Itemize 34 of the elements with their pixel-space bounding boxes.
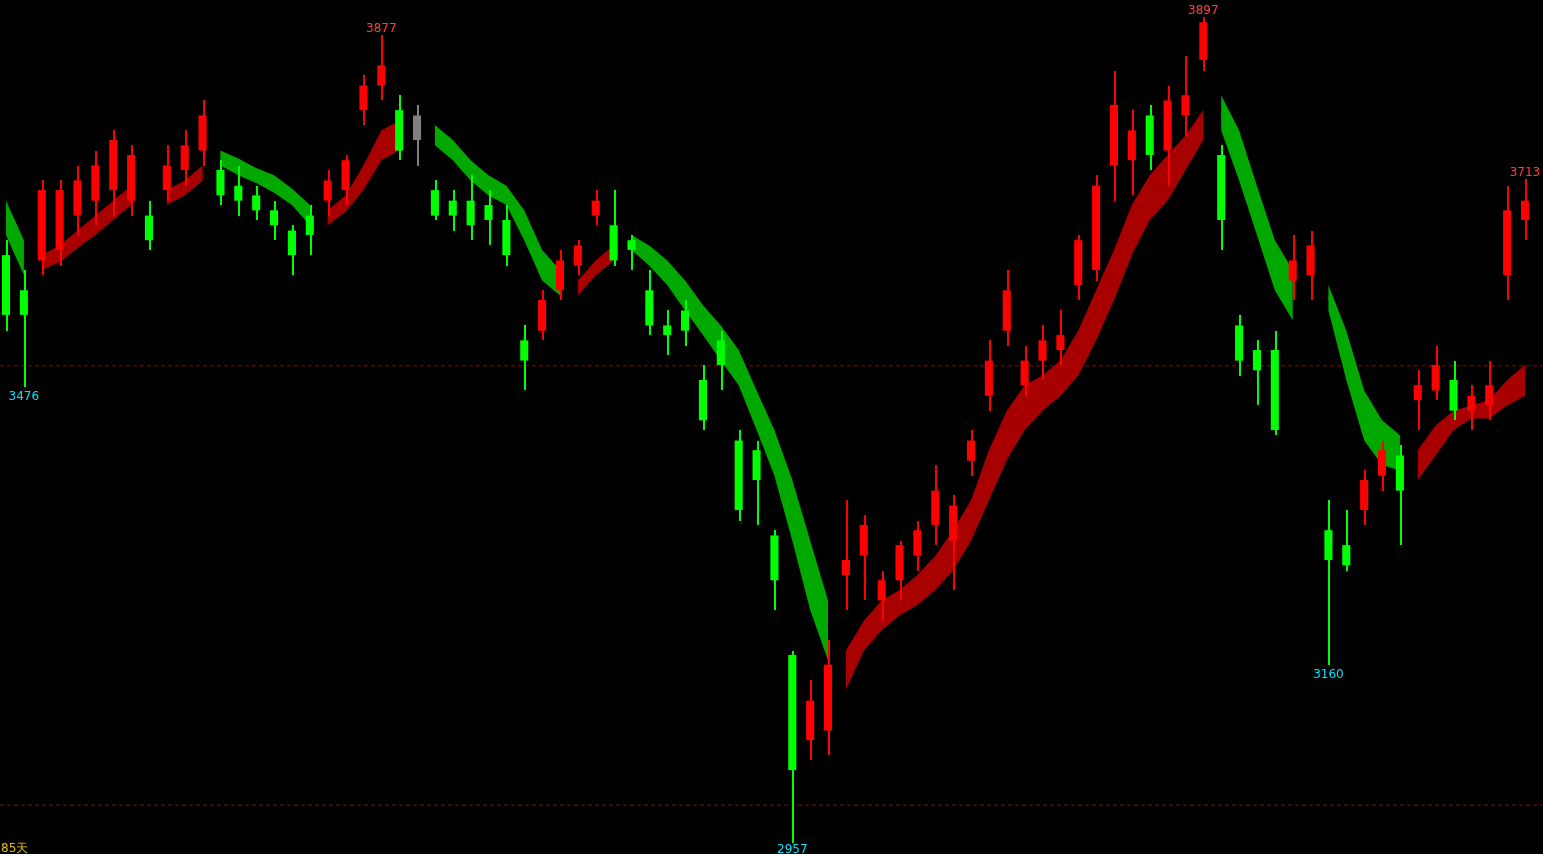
candlestick <box>1181 54 1190 137</box>
candlestick <box>520 324 529 392</box>
candlestick <box>1467 384 1476 431</box>
candlestick <box>1413 369 1422 431</box>
candlestick <box>305 204 314 257</box>
annotation: 3476 <box>8 388 40 403</box>
candlestick <box>591 189 600 227</box>
candlestick <box>877 569 886 622</box>
candlestick <box>377 33 386 102</box>
candlestick <box>1252 339 1261 407</box>
candlestick <box>681 298 690 347</box>
candlestick <box>270 199 279 242</box>
candlestick <box>1288 233 1297 301</box>
candlestick <box>1342 508 1351 572</box>
candlestick <box>1038 324 1047 381</box>
candlestick <box>484 189 493 247</box>
candlestick <box>966 429 976 477</box>
candlestick <box>1056 309 1065 366</box>
annotation: 3897 <box>1188 3 1219 17</box>
candlestick <box>252 184 261 221</box>
candlestick <box>1520 177 1530 242</box>
annotation: 3160 <box>1313 666 1344 681</box>
candlestick <box>663 309 672 357</box>
annotation: 85天 <box>1 841 29 854</box>
candlestick <box>234 164 243 217</box>
candlestick <box>323 168 332 217</box>
candlestick <box>1485 359 1494 422</box>
annotation: 3713 <box>1509 164 1541 179</box>
candlestick <box>448 189 457 232</box>
candlestick <box>841 499 850 612</box>
candlestick <box>627 233 636 272</box>
candlestick <box>573 239 582 277</box>
annotation: 2957 <box>777 842 808 854</box>
annotation: 3877 <box>366 20 397 35</box>
